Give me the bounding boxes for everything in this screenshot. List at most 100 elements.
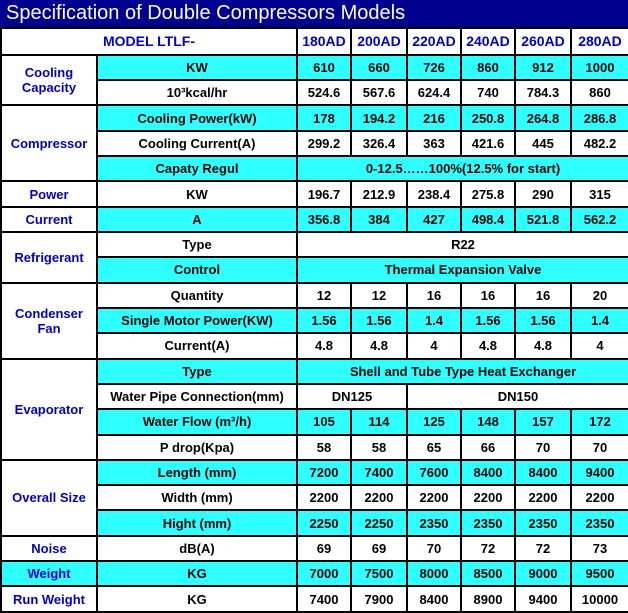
value: 125 [406,408,462,436]
spec-row: 10³kcal/hr 524.6 567.6 624.4 740 784.3 860 [1,79,628,107]
value: 250.8 [460,104,516,132]
value: 8400 [460,458,516,487]
parameter: Water Flow (m³/h) [96,408,298,436]
value: 69 [350,534,408,563]
parameter: KW [96,53,298,82]
parameter: Quantity [96,281,298,309]
value: 58 [296,433,352,461]
value: 521.8 [514,205,572,234]
value: 20 [570,281,628,309]
spec-row: Control Thermal Expansion Valve [1,256,628,284]
value: 7200 [296,458,352,487]
value: 1.4 [570,306,628,335]
parameter: Type [96,357,298,385]
value: 2250 [350,509,408,537]
value: 4 [406,332,462,360]
value: 238.4 [406,180,462,208]
value: 363 [406,129,462,158]
value: 4.8 [296,332,352,360]
spec-row: Noise dB(A) 69 69 70 72 72 73 [0,534,628,563]
parameter: KW [96,180,298,208]
value: 8900 [460,585,516,613]
value: 1000 [570,53,628,82]
parameter: Control [96,256,298,284]
value: 562.2 [570,205,628,234]
value: 70 [406,534,462,563]
value: 264.8 [514,104,572,132]
value: 9500 [570,560,628,588]
table-body: MODEL LTLF- 180AD 200AD 220AD 240AD 260AD 280A… [0,27,628,613]
value: 73 [570,534,628,563]
spec-table: MODEL LTLF- 180AD 200AD 220AD 240AD 260AD 280A… [0,27,628,613]
value: 7400 [296,585,352,613]
value: 567.6 [350,79,408,107]
value: 315 [570,180,628,208]
spec-row: Condenser Fan Quantity 12 12 16 16 16 20 [0,281,628,360]
value: 610 [296,53,352,82]
value: 58 [350,433,408,461]
value: 9400 [570,458,628,487]
category-label: Evaporator [0,357,98,461]
model-name: 280AD [570,27,628,56]
value: 178 [296,104,352,132]
value: 1.56 [350,306,408,335]
value: 356.8 [296,205,352,234]
spec-row: Current A 356.8 384 427 498.4 521.8 562.2 [0,205,628,234]
value: 7900 [350,585,408,613]
value: 72 [514,534,572,563]
value: 326.4 [350,129,408,158]
value: 726 [406,53,462,82]
value: 275.8 [460,180,516,208]
parameter: Cooling Current(A) [96,129,298,158]
spec-row: Overall Size Length (mm) 7200 7400 7600 8400 8… [0,458,628,537]
spec-row: Water Flow (m³/h) 105 114 125 148 157 172 [1,408,628,436]
value: 114 [350,408,408,436]
spec-row: Evaporator Type Shell and Tube Type Heat E… [0,357,628,461]
category-label: Weight [0,560,98,588]
value: 860 [570,79,628,107]
value: 1.56 [514,306,572,335]
value: 70 [570,433,628,461]
parameter: A [96,205,298,234]
category-label: Noise [0,534,98,563]
value: 7400 [350,458,408,487]
value: 70 [514,433,572,461]
model-name: 220AD [406,27,462,56]
value: 290 [514,180,572,208]
parameter: Water Pipe Connection(mm) [96,382,298,411]
value: 9000 [514,560,572,588]
spec-row: Compressor Cooling Power(kW) 178 194.2 216 25… [0,104,628,183]
value: 9400 [514,585,572,613]
value: 1.4 [406,306,462,335]
parameter: KG [96,585,298,613]
value: Thermal Expansion Valve [296,256,628,284]
spec-row: Current(A) 4.8 4.8 4 4.8 4.8 4 [1,332,628,360]
parameter: Length (mm) [96,458,298,487]
spec-row: Cooling Capacity KW 610 660 726 860 912 1000 [0,53,628,107]
value: 445 [514,129,572,158]
value: 2200 [350,484,408,512]
model-name: 200AD [350,27,408,56]
value: 2350 [514,509,572,537]
value: 740 [460,79,516,107]
spec-row: Refrigerant Type R22 [0,230,628,284]
value: 784.3 [514,79,572,107]
value: 624.4 [406,79,462,107]
value: 7600 [406,458,462,487]
value: 427 [406,205,462,234]
value: 2200 [406,484,462,512]
category-label: Cooling Capacity [0,53,98,107]
value: 7500 [350,560,408,588]
value: 72 [460,534,516,563]
value: 16 [460,281,516,309]
parameter: Cooling Power(kW) [96,104,298,132]
value: 4.8 [460,332,516,360]
value: 8500 [460,560,516,588]
value: 2200 [514,484,572,512]
value: 660 [350,53,408,82]
value: 196.7 [296,180,352,208]
title: Specification of Double Compressors Mode… [0,0,628,27]
value: 421.6 [460,129,516,158]
value: 1.56 [460,306,516,335]
value: 157 [514,408,572,436]
